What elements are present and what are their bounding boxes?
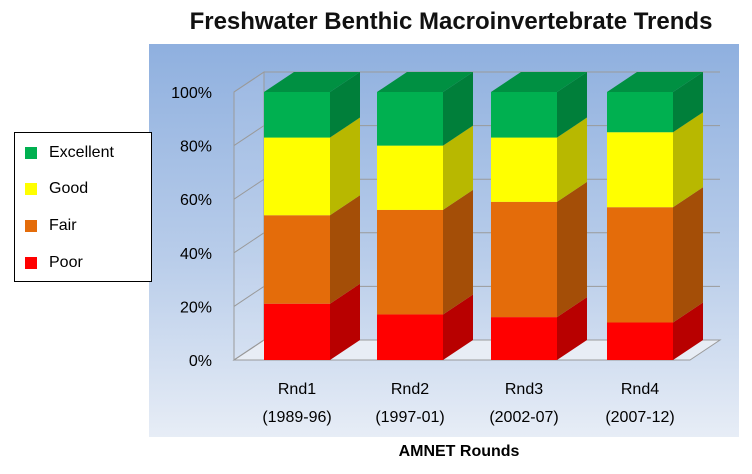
x-tick-label: Rnd1	[278, 381, 316, 398]
bar-fair-1	[264, 215, 330, 304]
bar-side-excellent-1	[330, 72, 360, 138]
x-tick-sublabel: (2002-07)	[489, 409, 558, 426]
bar-top-3	[491, 72, 587, 92]
legend-label-poor: Poor	[49, 254, 83, 271]
label-layer: 0% 20% 40% 60% 80% 100% Rnd1 (1989-96) Rnd2 (1997…	[171, 85, 675, 460]
x-tick-label: Rnd2	[391, 381, 429, 398]
bar-fair-3	[491, 201, 557, 318]
bar-excellent-4	[607, 92, 673, 133]
y-tick-label: 100%	[171, 85, 212, 102]
bar-excellent-3	[491, 92, 557, 138]
bar-side-good-3	[557, 117, 587, 202]
bar-good-3	[491, 137, 557, 202]
bar-poor-3	[491, 317, 557, 360]
legend-swatch-good	[25, 183, 37, 195]
x-tick-sublabel: (2007-12)	[605, 409, 674, 426]
bar-poor-4	[607, 322, 673, 360]
legend-item-poor: Poor	[25, 253, 83, 273]
bar-side-poor-3	[557, 297, 587, 360]
bar-side-excellent-3	[557, 72, 587, 138]
bar-side-fair-4	[673, 187, 703, 323]
bar-poor-1	[264, 303, 330, 360]
x-tick-label: Rnd3	[505, 381, 543, 398]
legend: Excellent Good Fair Poor	[14, 132, 152, 282]
bar-side-good-2	[443, 125, 473, 210]
y-tick-label: 20%	[180, 299, 212, 316]
legend-item-good: Good	[25, 179, 88, 199]
y-tick-label: 60%	[180, 192, 212, 209]
y-tick-label: 80%	[180, 139, 212, 156]
bar-excellent-1	[264, 92, 330, 138]
y-tick-label: 0%	[189, 353, 212, 370]
bar-fair-2	[377, 209, 443, 315]
bar-side-fair-1	[330, 195, 360, 304]
bar-good-4	[607, 132, 673, 208]
bar-top-1	[264, 72, 360, 92]
legend-label-good: Good	[49, 180, 89, 197]
bar-good-2	[377, 145, 443, 210]
bar-top-2	[377, 72, 473, 92]
bar-side-excellent-4	[673, 72, 703, 133]
bar-side-fair-3	[557, 181, 587, 318]
x-tick-sublabel: (1997-01)	[375, 409, 444, 426]
legend-label-fair: Fair	[49, 217, 77, 234]
bar-side-good-4	[673, 112, 703, 208]
chart-title: Freshwater Benthic Macroinvertebrate Tre…	[189, 8, 713, 35]
x-axis-title: AMNET Rounds	[399, 443, 520, 460]
legend-swatch-poor	[25, 257, 37, 269]
bar-layer	[264, 72, 703, 360]
bar-side-poor-4	[673, 302, 703, 360]
bar-fair-4	[607, 207, 673, 323]
y-tick-label: 40%	[180, 246, 212, 263]
bar-side-poor-2	[443, 294, 473, 360]
x-tick-label: Rnd4	[621, 381, 659, 398]
bar-good-1	[264, 137, 330, 216]
x-tick-sublabel: (1989-96)	[262, 409, 331, 426]
bar-side-good-1	[330, 117, 360, 216]
legend-swatch-fair	[25, 220, 37, 232]
legend-label-excellent: Excellent	[49, 144, 114, 161]
bar-side-excellent-2	[443, 72, 473, 146]
bar-side-poor-1	[330, 283, 360, 360]
legend-item-excellent: Excellent	[25, 143, 114, 163]
legend-swatch-excellent	[25, 147, 37, 159]
legend-item-fair: Fair	[25, 216, 77, 236]
bar-top-4	[607, 72, 703, 92]
bar-side-fair-2	[443, 189, 473, 315]
bar-excellent-2	[377, 92, 443, 146]
chart-side-wall	[233, 71, 265, 361]
bar-poor-2	[377, 314, 443, 360]
